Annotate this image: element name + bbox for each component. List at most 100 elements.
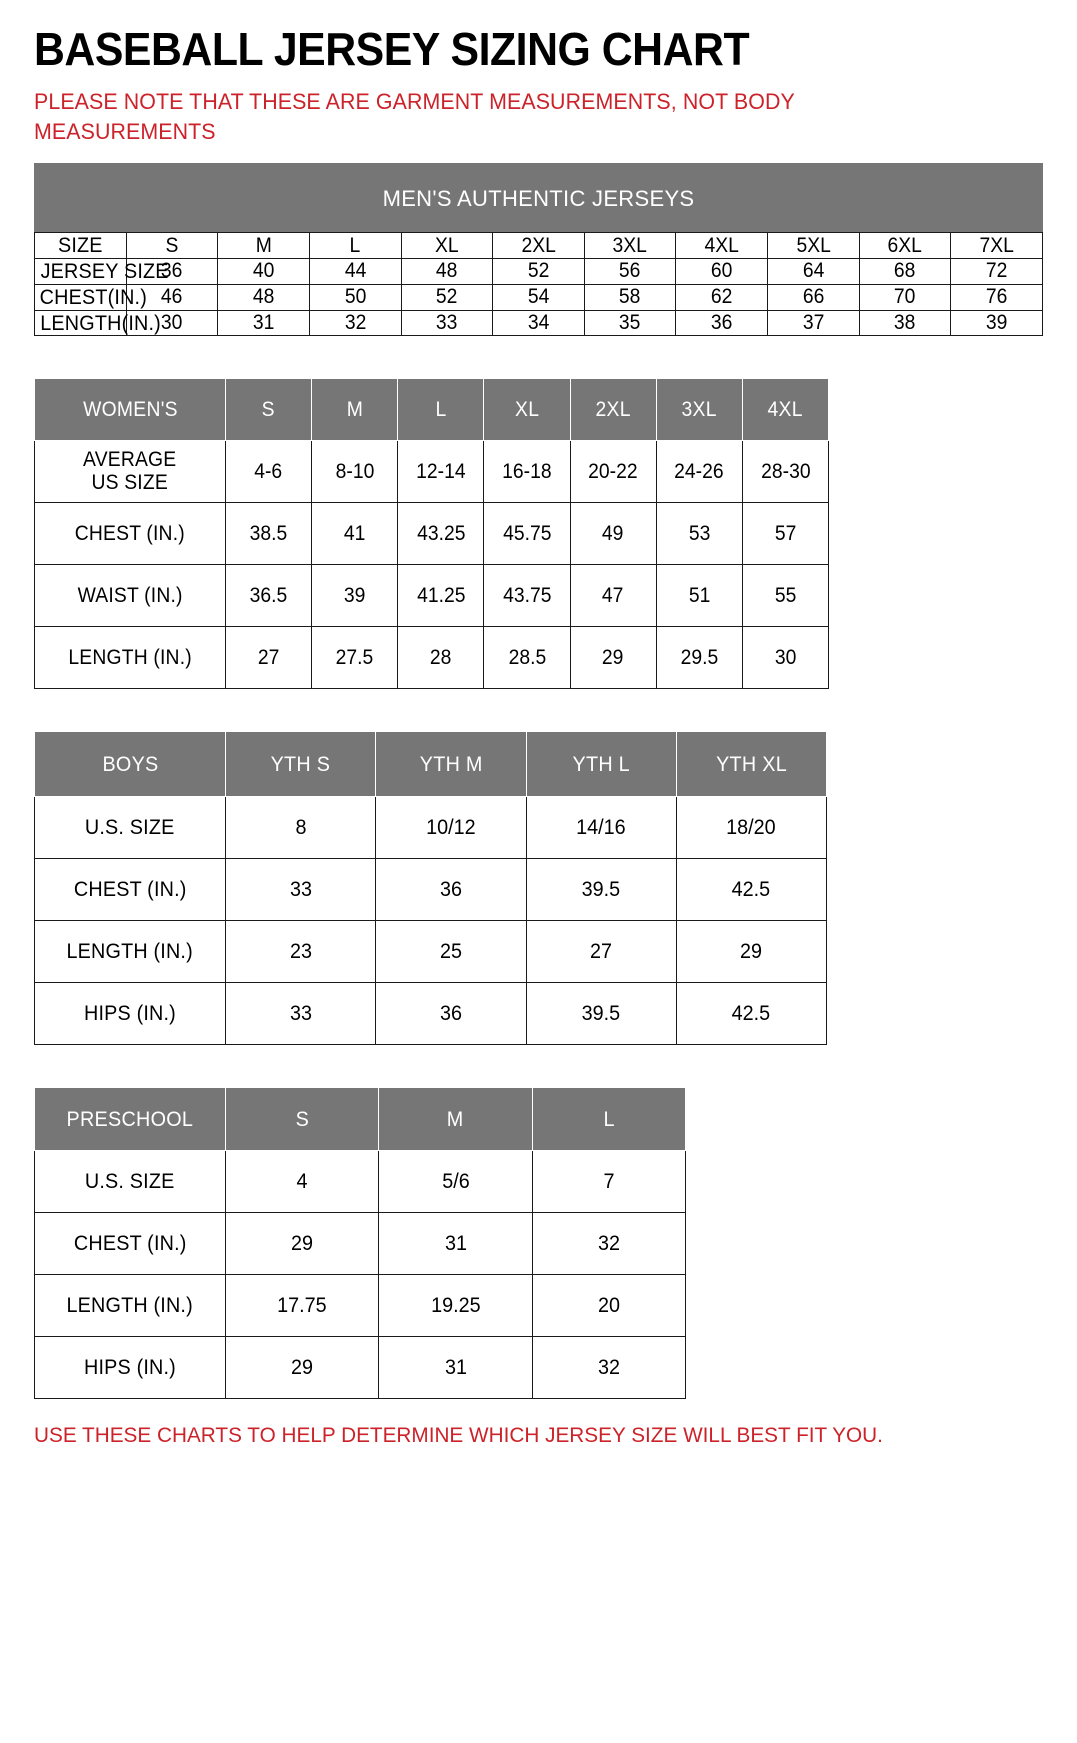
womens-cell: 45.75 (483, 502, 571, 566)
mens-row: CHEST(IN.) 46 48 50 52 54 58 62 66 70 76 (34, 283, 1043, 311)
boys-row: CHEST (IN.) 33 36 39.5 42.5 (34, 858, 828, 922)
womens-row: AVERAGE US SIZE 4-6 8-10 12-14 16-18 20-22 24-2… (34, 440, 830, 504)
mens-cell: 62 (675, 283, 768, 311)
mens-cell: 72 (950, 258, 1043, 285)
mens-cell: 38 (858, 309, 952, 337)
mens-cell: 44 (308, 258, 402, 285)
preschool-row: U.S. SIZE 4 5/6 7 (34, 1150, 687, 1214)
mens-size-header: XL (400, 232, 494, 260)
boys-corner-label-text: BOYS (101, 751, 159, 776)
preschool-cell: 29 (224, 1212, 380, 1276)
mens-sizing-table: MEN'S AUTHENTIC JERSEYS (34, 163, 1043, 234)
mens-row-label: LENGTH(IN.) (34, 309, 161, 337)
womens-cell-text: 36.5 (249, 583, 288, 607)
boys-size-header: YTH XL (675, 731, 828, 798)
mens-size-header-text: S (165, 233, 179, 257)
womens-table-body: WOMEN'S S M L XL 2XL 3XL 4XL AVERAGE US SIZE 4-6 8-… (34, 378, 830, 690)
womens-row: CHEST (IN.) 38.5 41 43.25 45.75 49 53 57 (34, 502, 830, 566)
preschool-cell: 32 (531, 1336, 687, 1400)
mens-cell-text: 44 (344, 259, 366, 283)
mens-size-header: 3XL (583, 232, 677, 260)
boys-cell: 36 (375, 982, 527, 1046)
womens-row-label: CHEST (IN.) (34, 502, 226, 566)
boys-cell: 14/16 (525, 796, 677, 860)
mens-cell-text: 64 (802, 259, 825, 283)
boys-row-label-text: HIPS (IN.) (84, 1001, 176, 1026)
preschool-cell: 4 (224, 1150, 380, 1214)
boys-cell-text: 39.5 (581, 877, 621, 902)
mens-cell: 68 (858, 258, 952, 285)
mens-row-label: CHEST(IN.) (34, 283, 147, 311)
womens-corner-label: WOMEN'S (34, 378, 226, 442)
womens-row-label: WAIST (IN.) (34, 564, 226, 628)
mens-cell-text: 31 (252, 310, 275, 334)
preschool-cell-text: 32 (597, 1355, 620, 1380)
mens-cell: 36 (675, 309, 768, 337)
womens-cell: 12-14 (397, 440, 485, 504)
womens-cell: 28-30 (741, 440, 830, 504)
mens-cell-text: 66 (802, 285, 825, 309)
preschool-cell-text: 32 (597, 1231, 620, 1256)
mens-size-header: 5XL (767, 232, 860, 260)
boys-cell: 39.5 (525, 982, 677, 1046)
mens-cell: 32 (308, 309, 402, 337)
mens-sizing-grid: SIZE S M L XL 2XL 3XL 4XL 5XL 6XL 7XL JERSEY SIZE 36… (34, 232, 1043, 337)
boys-cell: 39.5 (525, 858, 677, 922)
mens-cell-text: 36 (161, 259, 183, 283)
mens-size-header-text: XL (434, 233, 459, 257)
preschool-cell: 20 (531, 1274, 687, 1338)
boys-size-header-text: YTH L (572, 751, 630, 776)
preschool-row-label-text: HIPS (IN.) (84, 1355, 176, 1380)
womens-cell: 4-6 (224, 440, 313, 504)
preschool-cell: 7 (531, 1150, 687, 1214)
mens-cell-text: 52 (436, 285, 458, 309)
preschool-cell: 32 (531, 1212, 687, 1276)
mens-size-header-text: 2XL (521, 233, 556, 257)
mens-table-banner: MEN'S AUTHENTIC JERSEYS (34, 163, 1043, 234)
mens-cell: 60 (675, 258, 768, 285)
preschool-cell-text: 5/6 (441, 1169, 470, 1194)
preschool-row: LENGTH (IN.) 17.75 19.25 20 (34, 1274, 687, 1338)
womens-cell-text: 12-14 (416, 459, 466, 483)
womens-size-header: 4XL (741, 378, 830, 442)
womens-header-row: WOMEN'S S M L XL 2XL 3XL 4XL (34, 378, 830, 442)
mens-cell-text: 36 (710, 310, 733, 334)
womens-sizing-table: WOMEN'S S M L XL 2XL 3XL 4XL AVERAGE US SIZE 4-6 8-… (34, 378, 830, 690)
mens-cell: 52 (400, 283, 494, 311)
preschool-row-label: CHEST (IN.) (34, 1212, 226, 1276)
boys-cell: 10/12 (375, 796, 527, 860)
mens-cell: 33 (400, 309, 494, 337)
mens-size-header: 2XL (492, 232, 585, 260)
boys-cell-text: 10/12 (426, 815, 476, 840)
mens-cell-text: 50 (344, 285, 366, 309)
womens-cell: 53 (655, 502, 743, 566)
mens-header-row: SIZE S M L XL 2XL 3XL 4XL 5XL 6XL 7XL (34, 232, 1043, 260)
boys-cell-text: 33 (289, 1001, 312, 1026)
preschool-cell-text: 19.25 (430, 1293, 481, 1318)
womens-cell: 20-22 (569, 440, 657, 504)
preschool-row-label-text: CHEST (IN.) (73, 1231, 187, 1256)
boys-size-header: YTH S (224, 731, 377, 798)
preschool-table-body: PRESCHOOL S M L U.S. SIZE 4 5/6 7 CHEST (IN.) 29 3… (34, 1087, 687, 1400)
preschool-cell: 31 (378, 1212, 533, 1276)
mens-cell: 58 (583, 283, 677, 311)
mens-size-header: S (125, 232, 219, 260)
womens-cell: 36.5 (224, 564, 313, 628)
preschool-cell-text: 31 (444, 1231, 467, 1256)
preschool-cell: 17.75 (224, 1274, 380, 1338)
mens-cell-text: 37 (802, 310, 825, 334)
womens-cell-text: 55 (774, 583, 797, 607)
preschool-cell-text: 29 (291, 1355, 314, 1380)
womens-cell: 49 (569, 502, 657, 566)
preschool-cell: 29 (224, 1336, 380, 1400)
mens-size-header: L (308, 232, 402, 260)
mens-cell: 54 (492, 283, 585, 311)
preschool-cell-text: 29 (291, 1231, 314, 1256)
womens-size-header-text: S (261, 397, 276, 421)
womens-cell: 51 (655, 564, 743, 628)
womens-cell: 8-10 (311, 440, 399, 504)
womens-cell-text: 45.75 (502, 521, 552, 545)
preschool-row: CHEST (IN.) 29 31 32 (34, 1212, 687, 1276)
womens-cell-text: 57 (774, 521, 797, 545)
preschool-cell: 31 (378, 1336, 533, 1400)
